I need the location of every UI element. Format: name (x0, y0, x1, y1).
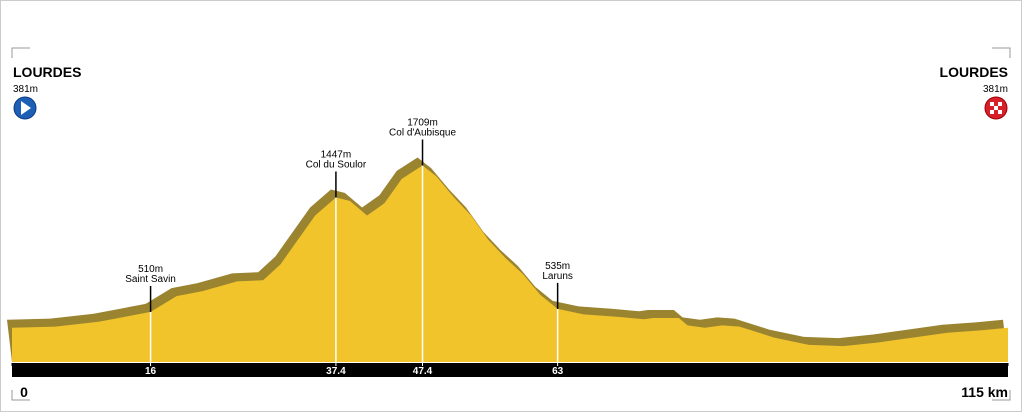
profile-area (12, 165, 1008, 362)
start-elevation: 381m (13, 84, 38, 95)
x-tick-label: 0 (20, 384, 28, 400)
start-name: LOURDES (13, 64, 81, 80)
start-icon-arrow (21, 101, 31, 115)
corner-brackets (11, 47, 1011, 401)
climb-name: Saint Savin (125, 274, 176, 285)
climb-name: Col d'Aubisque (389, 128, 456, 139)
climb-name: Laruns (542, 271, 573, 282)
x-tick-label: 37.4 (326, 366, 346, 377)
finish-name: LOURDES (940, 64, 1008, 80)
distance-bar (12, 363, 1008, 377)
x-tick-label: 63 (552, 366, 564, 377)
x-tick-label: 47.4 (413, 366, 433, 377)
x-tick-label: 115 km (961, 384, 1008, 400)
climb-elevation: 510m (138, 264, 163, 275)
finish-icon-flag (990, 102, 1002, 114)
x-tick-label: 16 (145, 366, 157, 377)
finish-elevation: 381m (983, 84, 1008, 95)
climb-elevation: 1447m (321, 150, 352, 161)
climb-elevation: 535m (545, 261, 570, 272)
climb-name: Col du Soulor (306, 160, 367, 171)
climb-elevation: 1709m (407, 118, 438, 129)
